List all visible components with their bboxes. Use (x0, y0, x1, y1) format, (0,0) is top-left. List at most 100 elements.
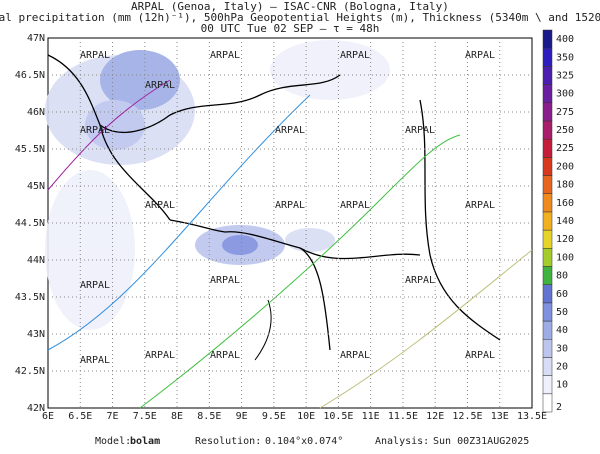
watermark: ARPAL (210, 350, 240, 361)
title-line: 00 UTC Tue 02 SEP – τ = 48h (201, 22, 380, 35)
colorbar-swatch (542, 266, 553, 285)
footer-value: bolam (130, 436, 160, 447)
lon-label: 13E (491, 411, 509, 422)
lon-label: 12.5E (452, 411, 482, 422)
lon-label: 9.5E (262, 411, 286, 422)
footer-label: Resolution: (195, 436, 261, 447)
watermark: ARPAL (145, 200, 175, 211)
colorbar: 2 10 20 30 40 50 60 80 100 120 140 160 180 200 225 250 2… (542, 29, 574, 413)
watermark: ARPAL (145, 350, 175, 361)
colorbar-swatch (542, 47, 553, 67)
colorbar-label: 275 (556, 107, 574, 118)
colorbar-swatch (542, 284, 553, 304)
colorbar-label: 200 (556, 161, 574, 172)
footer-value: 0.104°x0.074° (265, 436, 343, 447)
borders (47, 54, 501, 361)
watermark: ARPAL (405, 125, 435, 136)
watermark: ARPAL (80, 50, 110, 61)
colorbar-label: 50 (556, 307, 568, 318)
lat-label: 46N (27, 107, 45, 118)
footer-label: Model: (95, 436, 131, 447)
colorbar-swatch (542, 248, 553, 267)
lon-label: 7E (107, 411, 119, 422)
lon-label: 9E (236, 411, 248, 422)
lat-label: 42.5N (15, 366, 45, 377)
lat-label: 43N (27, 329, 45, 340)
footer-value: Sun 00Z31AUG2025 (433, 436, 529, 447)
lon-label: 8E (171, 411, 183, 422)
colorbar-label: 250 (556, 125, 574, 136)
watermark: ARPAL (145, 80, 175, 91)
title-line: 12h total precipitation (mm (12h)⁻¹), 50… (0, 11, 600, 24)
colorbar-swatch (542, 302, 553, 322)
map: ARPAL ARPAL ARPAL ARPAL ARPAL ARPAL ARPAL ARPAL… (45, 37, 533, 409)
colorbar-label: 160 (556, 198, 574, 209)
lon-label: 7.5E (133, 411, 157, 422)
colorbar-swatch (542, 320, 553, 340)
watermark: ARPAL (340, 200, 370, 211)
colorbar-swatch (542, 84, 553, 104)
lon-label: 10E (297, 411, 315, 422)
colorbar-swatch (542, 229, 553, 249)
colorbar-swatch (542, 193, 553, 213)
watermark: ARPAL (340, 50, 370, 61)
colorbar-swatch (542, 338, 553, 358)
lon-label: 12E (426, 411, 444, 422)
colorbar-swatch (542, 157, 553, 176)
lat-label: 44.5N (15, 218, 45, 229)
lat-label: 47N (27, 33, 45, 44)
watermark: ARPAL (465, 200, 495, 211)
colorbar-swatch (542, 357, 553, 376)
watermark: ARPAL (405, 275, 435, 286)
colorbar-label: 300 (556, 89, 574, 100)
watermark: ARPAL (210, 275, 240, 286)
colorbar-label: 225 (556, 143, 574, 154)
lat-label: 43.5N (15, 292, 45, 303)
colorbar-label: 120 (556, 234, 574, 245)
lon-label: 11E (362, 411, 380, 422)
watermark: ARPAL (210, 50, 240, 61)
colorbar-swatch (542, 29, 553, 49)
colorbar-label: 20 (556, 362, 568, 373)
contours (47, 79, 533, 409)
colorbar-label: 80 (556, 271, 568, 282)
colorbar-label: 100 (556, 252, 574, 263)
colorbar-label: 350 (556, 52, 574, 63)
colorbar-label: 140 (556, 216, 574, 227)
lon-label: 11.5E (388, 411, 418, 422)
colorbar-label: 60 (556, 289, 568, 300)
footer-label: Analysis: (375, 436, 429, 447)
lon-label: 10.5E (323, 411, 353, 422)
lon-label: 13.5E (517, 411, 547, 422)
colorbar-label: 2 (556, 402, 562, 413)
colorbar-label: 40 (556, 325, 568, 336)
colorbar-swatch (542, 120, 553, 140)
lat-label: 45N (27, 181, 45, 192)
colorbar-swatch (542, 102, 553, 122)
watermark: ARPAL (80, 125, 110, 136)
lat-label: 45.5N (15, 144, 45, 155)
colorbar-swatch (542, 138, 553, 158)
lon-label: 8.5E (197, 411, 221, 422)
title-line: ARPAL (Genoa, Italy) – ISAC-CNR (Bologna… (131, 0, 449, 13)
colorbar-label: 30 (556, 343, 568, 354)
colorbar-label: 10 (556, 380, 568, 391)
lat-label: 42N (27, 403, 45, 414)
colorbar-label: 400 (556, 34, 574, 45)
watermark: ARPAL (275, 200, 305, 211)
watermark: ARPAL (465, 350, 495, 361)
watermark: ARPAL (340, 350, 370, 361)
lon-label: 6.5E (68, 411, 92, 422)
lat-label: 46.5N (15, 70, 45, 81)
colorbar-swatch (542, 175, 553, 194)
colorbar-swatch (542, 211, 553, 231)
lat-label: 44N (27, 255, 45, 266)
watermark: ARPAL (80, 355, 110, 366)
watermark: ARPAL (465, 50, 495, 61)
colorbar-swatch (542, 393, 553, 413)
colorbar-swatch (542, 375, 553, 395)
colorbar-swatch (542, 66, 553, 85)
watermark: ARPAL (275, 125, 305, 136)
